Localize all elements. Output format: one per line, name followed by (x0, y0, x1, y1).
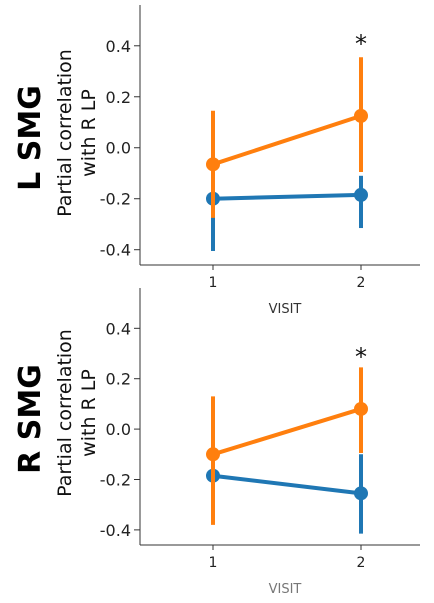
y-ticks: 0.4 0.2 0.0 -0.2 -0.4 (100, 37, 140, 260)
y-tick-label: 0.4 (106, 37, 131, 56)
data-point (354, 108, 368, 123)
significance-star: * (355, 30, 367, 58)
x-tick-label: 2 (357, 555, 366, 571)
data-point (206, 157, 220, 172)
y-tick-label: -0.2 (100, 470, 131, 489)
panel-label: R SMG (13, 364, 48, 474)
y-ticks: 0.4 0.2 0.0 -0.2 -0.4 (100, 319, 140, 540)
y-axis-label-line2: with R LP (78, 89, 100, 177)
data-point (354, 187, 368, 202)
series-group (206, 367, 368, 534)
y-tick-label: 0.2 (106, 88, 131, 107)
panel-r-smg: R SMG Partial correlation with R LP 0.40… (13, 288, 420, 597)
data-point (354, 401, 368, 416)
panel-l-smg: L SMG Partial correlation with R LP 0.40… (13, 5, 420, 317)
y-tick-label: -0.2 (100, 190, 131, 209)
y-tick-label: 0.2 (106, 370, 131, 389)
x-tick-label: 2 (357, 275, 366, 291)
significance-star: * (355, 343, 367, 371)
x-axis-label: VISIT (269, 302, 302, 317)
y-tick-label: -0.4 (100, 241, 131, 260)
series-group (206, 57, 368, 251)
y-axis-label-line1: Partial correlation (54, 329, 76, 497)
x-tick-label: 1 (209, 275, 218, 291)
x-axis-label: VISIT (269, 582, 302, 597)
y-tick-label: 0.4 (106, 319, 131, 338)
y-tick-label: -0.4 (100, 521, 131, 540)
y-axis-label-line1: Partial correlation (54, 49, 76, 217)
series-line (212, 407, 362, 457)
y-tick-label: 0.0 (106, 139, 131, 158)
x-tick-label: 1 (209, 555, 218, 571)
panel-label: L SMG (13, 85, 48, 191)
y-axis-label-line2: with R LP (78, 369, 100, 457)
y-tick-label: 0.0 (106, 420, 131, 439)
data-point (354, 486, 368, 501)
series-line (212, 113, 362, 167)
series-line (212, 473, 362, 496)
data-point (206, 447, 220, 462)
series-line (212, 192, 362, 201)
